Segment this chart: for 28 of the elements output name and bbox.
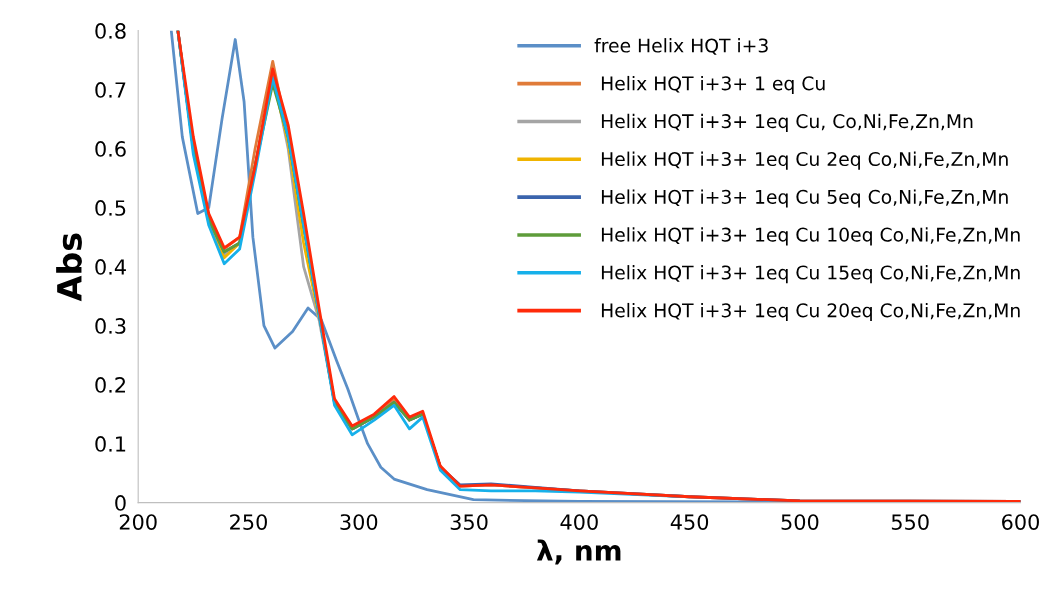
y-tick-label: 0.4 xyxy=(95,259,126,275)
legend-label: Helix HQT i+3+ 1eq Cu, Co,Ni,Fe,Zn,Mn xyxy=(601,113,973,132)
x-tick-label: 550 xyxy=(891,514,929,530)
x-tick-label: 500 xyxy=(781,514,819,530)
x-tick-label: 200 xyxy=(119,514,157,530)
legend-label: free Helix HQT i+3 xyxy=(594,38,768,55)
x-tick-label: 450 xyxy=(670,514,709,530)
y-tick-label: 0.5 xyxy=(95,200,126,216)
y-tick-label: 0.2 xyxy=(95,377,125,393)
x-tick-label: 600 xyxy=(1002,514,1039,530)
x-tick-label: 400 xyxy=(560,514,598,530)
x-tick-label: 300 xyxy=(340,514,378,530)
legend-label: Helix HQT i+3+ 1eq Cu 2eq Co,Ni,Fe,Zn,Mn xyxy=(601,151,1008,170)
y-axis-title: Abs xyxy=(56,233,82,302)
y-tick-label: 0 xyxy=(115,495,126,511)
y-tick-label: 0.8 xyxy=(95,23,126,39)
legend-label: Helix HQT i+3+ 1eq Cu 10eq Co,Ni,Fe,Zn,Mn xyxy=(601,227,1020,246)
legend-label: Helix HQT i+3+ 1eq Cu 15eq Co,Ni,Fe,Zn,Mn xyxy=(601,265,1020,284)
x-tick-label: 350 xyxy=(450,514,488,530)
y-tick-label: 0.7 xyxy=(95,82,126,98)
legend-label: Helix HQT i+3+ 1 eq Cu xyxy=(601,75,825,95)
legend-label: Helix HQT i+3+ 1eq Cu 20eq Co,Ni,Fe,Zn,Mn xyxy=(601,302,1020,322)
legend-label: Helix HQT i+3+ 1eq Cu 5eq Co,Ni,Fe,Zn,Mn xyxy=(601,189,1008,208)
y-tick-label: 0.6 xyxy=(95,141,126,157)
y-tick-label: 0.3 xyxy=(95,318,126,334)
y-tick-label: 0.1 xyxy=(95,436,126,452)
x-axis-title: λ, nm xyxy=(536,539,621,565)
x-tick-label: 250 xyxy=(230,514,267,530)
